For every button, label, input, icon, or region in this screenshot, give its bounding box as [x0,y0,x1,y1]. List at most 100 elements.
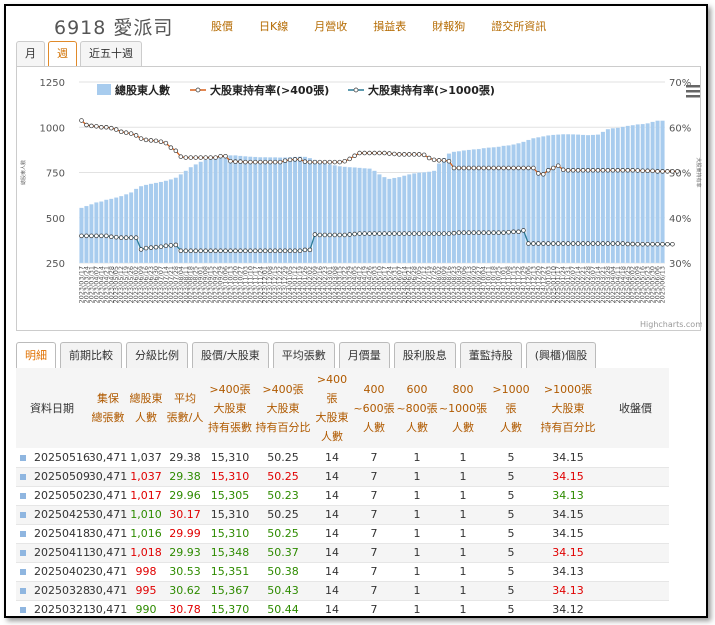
holders-over-400-point [441,158,447,163]
cell-p400: 50.43 [254,581,312,601]
date-cell: 20250411 [16,543,90,563]
bar-total-shareholders [521,141,526,264]
top-bar: 6918 愛派司 股價 日K線 月營收 損益表 財報狗 證交所資訊 [6,6,706,46]
holders-over-1000-point [168,243,174,248]
holders-over-1000-point [526,241,531,246]
cell-n400: 14 [312,448,352,468]
holders-over-400-point [476,165,482,171]
chart-menu-icon[interactable] [686,85,700,98]
holders-over-400-point [248,159,253,165]
tab-month[interactable]: 月 [16,41,45,66]
cell-people: 1,010 [128,505,164,525]
y-right-tick-label: 50% [669,169,691,180]
cell-total: 30,471 [88,524,128,544]
table-header-cell: 平均 張數/人 [164,368,206,448]
holders-over-1000-point [456,230,462,235]
tab-period-compare[interactable]: 前期比較 [60,342,122,368]
header-line: ~600張 [353,401,395,415]
holders-over-400-point [600,167,606,173]
tab-director-holdings[interactable]: 董監持股 [459,342,522,368]
x-tick-label: 2023/06/23 [147,266,155,303]
cell-n1000: 5 [488,562,534,582]
row-bullet-icon [20,531,26,537]
x-tick-label: 2025/03/28 [604,266,612,303]
x-tick-label: 2024/11/01 [500,266,508,303]
holders-over-400-point [332,159,338,165]
nav-link-price[interactable]: 股價 [211,20,233,33]
x-tick-label: 2023/08/25 [192,266,200,303]
tab-monthly-price-volume[interactable]: 月價量 [338,342,390,368]
holders-over-400-point [541,172,546,177]
x-tick-label: 2023/12/22 [276,266,284,303]
tab-price-major-holders[interactable]: 股價/大股東 [192,342,269,368]
table-row: 20250509 30,471 1,037 29.38 15,310 50.25 14 7 1 1… [16,467,669,487]
header-line: 張數/人 [166,411,204,424]
bar-total-shareholders [223,155,228,264]
tab-detail[interactable]: 明細 [16,342,56,368]
detail-table: 資料日期 集保 總張數 總股東 人數 平均 張數/人 >400張 大股東 持有張數 >400張 大股東… [16,368,669,616]
x-tick-label: 2025/04/11 [614,266,622,303]
holders-over-1000-point [248,248,253,254]
cell-h400: 15,351 [206,562,254,582]
cell-n400: 14 [312,505,352,525]
bar-total-shareholders [556,134,561,264]
header-line: ~800張 [396,401,438,415]
page-title: 6918 愛派司 [54,17,174,39]
tab-last-50-weeks[interactable]: 近五十週 [80,41,142,66]
tab-week[interactable]: 週 [48,41,77,66]
holders-over-1000-point [511,229,516,235]
tab-dividend[interactable]: 股利股息 [393,342,456,368]
holders-over-1000-point [377,231,382,236]
header-line: 人數 [363,420,385,434]
holders-over-400-point [595,167,601,173]
tab-average-shares[interactable]: 平均張數 [272,342,335,368]
x-tick-label: 2025/05/16 [639,266,647,303]
header-line: >1000張 [492,382,530,415]
cell-n800-1000: 1 [438,562,488,582]
holders-over-1000-point [297,248,303,254]
x-tick-label: 2025/05/30 [649,266,657,303]
nav-link-twse-info[interactable]: 證交所資訊 [491,20,547,33]
nav-link-kline[interactable]: 日K線 [259,20,289,33]
table-header-cell: 800 ~1000張 人數 [438,368,488,448]
bar-total-shareholders [123,194,129,264]
x-tick-label: 2024/07/19 [425,266,433,303]
nav-link-income-statement[interactable]: 損益表 [373,20,407,33]
header-line: 持有張數 [208,420,252,434]
holders-over-400-point [660,169,665,174]
holders-over-400-point [282,158,288,163]
bar-total-shareholders [387,178,392,264]
holders-over-1000-point [94,233,99,239]
bar-total-shareholders [382,176,387,264]
holders-over-1000-point [536,241,541,246]
x-tick-label: 2024/05/03 [370,266,378,303]
x-tick-label: 2024/11/22 [515,266,523,303]
x-tick-label: 2024/06/07 [395,266,403,303]
cell-avg: 29.99 [164,524,206,544]
x-tick-label: 2024/05/31 [390,266,398,303]
nav-link-statementdog[interactable]: 財報狗 [432,20,466,33]
tab-emerging-stock[interactable]: (興櫃)個股 [525,342,597,368]
x-tick-label: 2024/09/13 [465,266,473,303]
holders-over-1000-point [79,233,84,239]
bar-total-shareholders [307,157,313,264]
tab-level-ratio[interactable]: 分級比例 [126,342,188,368]
bar-total-shareholders [238,155,243,264]
holders-over-400-point [253,159,258,165]
cell-p1000: 34.13 [534,486,602,506]
cell-people: 1,017 [128,486,164,506]
holders-over-400-point [560,167,566,173]
holders-over-400-point [655,169,660,174]
holders-over-1000-point [565,241,571,246]
holders-over-400-point [188,155,193,160]
holders-over-400-point [501,165,506,171]
bar-total-shareholders [501,145,506,264]
x-tick-label: 2023/04/28 [107,266,115,303]
holders-over-400-point [665,169,670,174]
holders-over-1000-point [541,241,546,246]
bar-total-shareholders [471,149,476,264]
nav-link-monthly-revenue[interactable]: 月營收 [314,20,348,33]
bar-total-shareholders [595,134,601,264]
x-tick-label: 2025/04/04 [609,266,617,303]
y-right-tick-label: 40% [669,214,691,225]
